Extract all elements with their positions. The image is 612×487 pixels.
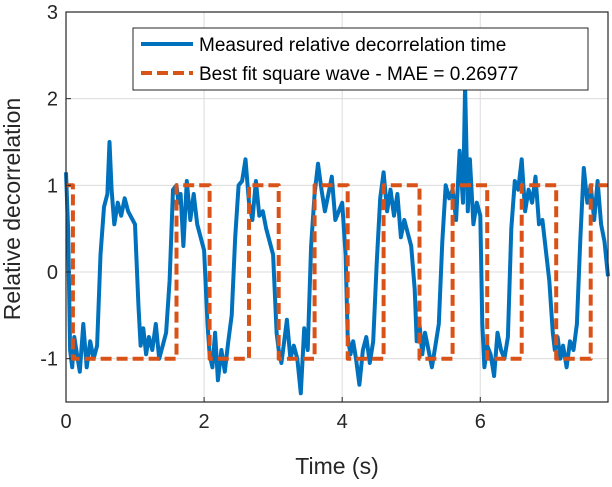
x-tick-label-3: 6 [475,411,486,433]
x-axis-title: Time (s) [295,453,378,479]
y-axis-title: Relative decorrelation [0,98,25,320]
x-tick-label-1: 2 [199,411,210,433]
legend: Measured relative decorrelation time Bes… [132,27,589,91]
legend-box [132,27,589,91]
y-tick-label-4: 3 [47,2,58,24]
axes-box [65,11,609,403]
series-line-square-wave [66,183,608,361]
legend-label-square-wave: Best fit square wave - MAE = 0.26977 [199,64,518,85]
x-tick-label-2: 4 [337,411,348,433]
y-tick-label-2: 1 [47,175,58,197]
ticks: 0 2 4 6 -1 0 1 2 3 [40,2,486,433]
y-tick-label-0: -1 [40,349,58,371]
x-tick-label-0: 0 [60,411,71,433]
legend-label-measured: Measured relative decorrelation time [199,35,506,56]
y-tick-label-3: 2 [47,89,58,111]
series-group [64,83,610,396]
y-tick-label-1: 0 [47,262,58,284]
series-line-measured [64,83,610,396]
